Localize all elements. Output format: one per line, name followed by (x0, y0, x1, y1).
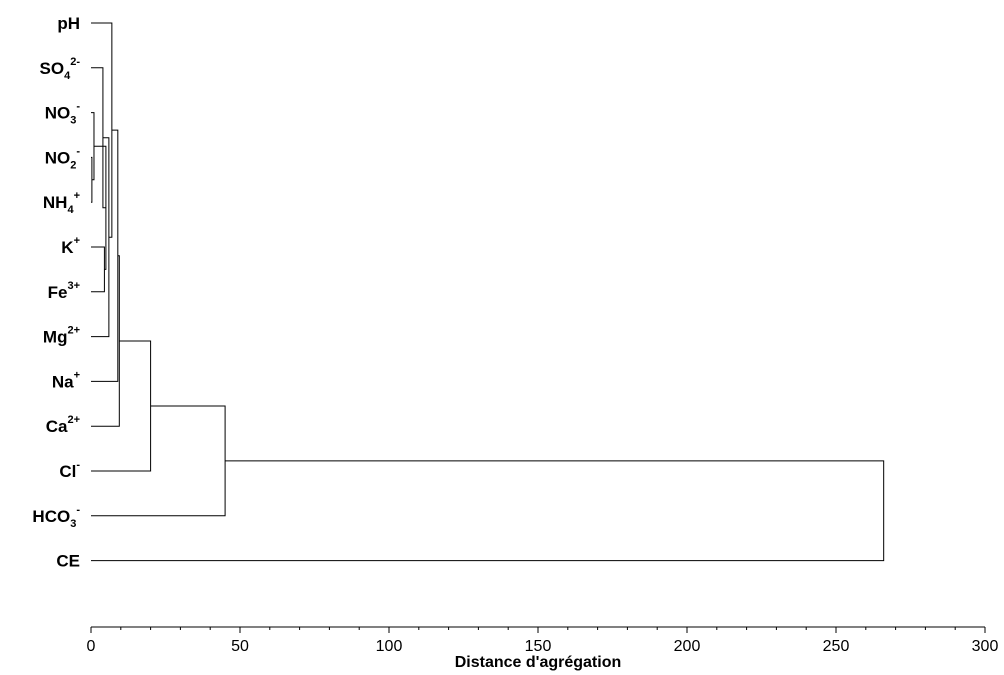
x-tick-label: 150 (525, 638, 552, 655)
leaf-label-subscript: 4 (67, 204, 74, 216)
leaf-label-so4: SO4 2- (40, 56, 81, 82)
leaf-label-base: Ca (46, 417, 68, 436)
leaf-label-superscript: + (74, 369, 80, 381)
leaf-label-hco3: HCO3- (32, 504, 80, 530)
leaf-label-base: Na (52, 372, 74, 391)
dendrogram-links (91, 22, 885, 562)
leaf-label-base: K (61, 238, 74, 257)
leaf-label-superscript: 2- (70, 56, 80, 68)
leaf-label-superscript: + (74, 235, 80, 247)
leaf-label-superscript: - (76, 504, 80, 516)
leaf-label-base: HCO (32, 507, 70, 526)
merge-link-m9 (91, 255, 120, 427)
leaf-label-subscript: 3 (70, 115, 76, 127)
leaf-label-ca: Ca2+ (46, 414, 80, 436)
leaf-label-superscript: 2+ (67, 325, 80, 337)
x-tick-label: 250 (823, 638, 850, 655)
leaf-label-superscript: 3+ (67, 280, 80, 292)
leaf-label-nh4: NH4+ (43, 190, 80, 216)
leaf-label-no2: NO2- (45, 145, 81, 171)
leaf-label-cl: Cl- (59, 459, 80, 481)
merge-link-m12 (91, 460, 885, 562)
merge-link-m1 (91, 156, 93, 203)
x-axis-title: Distance d'agrégation (455, 654, 622, 671)
x-tick-label: 300 (972, 638, 999, 655)
leaf-label-base: NH (43, 193, 68, 212)
leaf-label-mg: Mg2+ (43, 325, 80, 347)
leaf-label-na: Na+ (52, 369, 80, 391)
leaf-label-base: SO (40, 59, 65, 78)
leaf-label-no3: NO3- (45, 101, 81, 127)
merge-link-m10 (91, 340, 152, 472)
leaf-label-base: Mg (43, 328, 68, 347)
leaf-label-subscript: 3 (70, 518, 76, 530)
leaf-label-ph: pH (57, 14, 80, 33)
leaf-label-superscript: 2+ (67, 414, 80, 426)
leaf-label-base: NO (45, 104, 71, 123)
x-axis: 0 50 100 150 200 250 300 (87, 626, 999, 655)
leaf-label-superscript: - (76, 459, 80, 471)
x-tick-label: 100 (376, 638, 403, 655)
x-tick-label: 200 (674, 638, 701, 655)
x-tick-label: 50 (231, 638, 249, 655)
leaf-label-superscript: - (76, 145, 80, 157)
leaf-labels: pHSO42-NO3-NO2-NH4+K+Fe3+Mg2+Na+Ca2+Cl-H… (32, 14, 80, 571)
leaf-label-superscript: + (74, 190, 80, 202)
merge-link-m11 (91, 405, 226, 517)
leaf-label-subscript: 2 (70, 159, 76, 171)
leaf-label-base: Cl (59, 462, 76, 481)
leaf-label-base: Fe (48, 283, 68, 302)
leaf-label-superscript: - (76, 101, 80, 113)
leaf-label-base: CE (56, 552, 80, 571)
leaf-label-fe: Fe3+ (48, 280, 80, 302)
leaf-label-base: pH (57, 14, 80, 33)
merge-link-m3 (91, 246, 105, 293)
x-tick-label: 0 (87, 638, 96, 655)
leaf-label-base: NO (45, 148, 71, 167)
leaf-label-ce: CE (56, 552, 80, 571)
leaf-label-k: K+ (61, 235, 80, 257)
leaf-label-subscript: 4 (64, 70, 71, 82)
